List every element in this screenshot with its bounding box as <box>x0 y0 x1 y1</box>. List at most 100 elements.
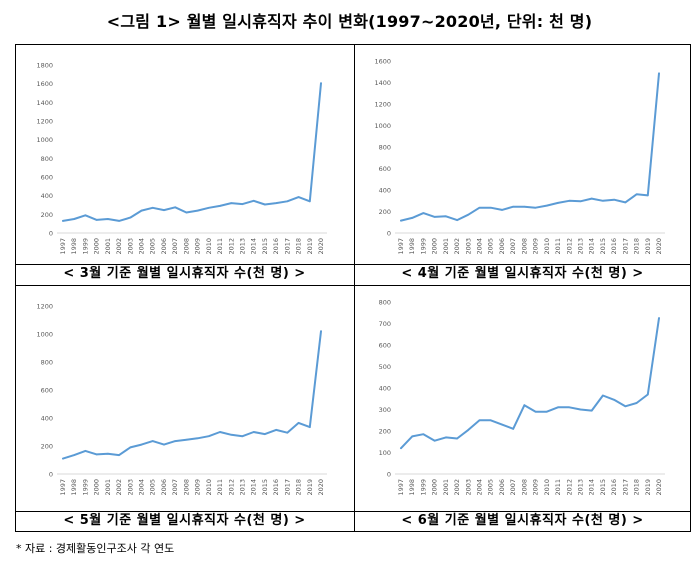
x-tick-label: 2007 <box>171 238 179 255</box>
data-point <box>579 408 582 411</box>
data-point <box>208 207 210 209</box>
y-tick-label: 800 <box>379 144 391 152</box>
x-tick-label: 2020 <box>655 479 663 496</box>
data-point <box>241 203 244 205</box>
x-tick-label: 2018 <box>633 238 641 255</box>
x-tick-label: 2016 <box>610 238 618 255</box>
y-tick-label: 0 <box>387 471 391 479</box>
data-point <box>568 406 571 409</box>
y-tick-label: 800 <box>41 155 53 163</box>
grid-divider-bottom-caption <box>16 511 690 512</box>
data-point <box>95 219 98 221</box>
x-tick-label: 2005 <box>487 479 495 496</box>
x-tick-label: 2004 <box>138 479 146 496</box>
data-point <box>523 205 526 208</box>
x-tick-label: 2009 <box>194 238 202 255</box>
x-tick-label: 1999 <box>81 238 89 255</box>
x-tick-label: 2013 <box>576 238 584 255</box>
data-point <box>140 443 143 446</box>
x-tick-label: 2020 <box>317 479 325 496</box>
x-tick-label: 1999 <box>419 479 427 496</box>
y-tick-label: 1600 <box>374 58 391 66</box>
x-tick-label: 2003 <box>464 479 472 496</box>
data-point <box>84 450 87 452</box>
caption-june: < 6월 기준 월별 일시휴직자 수(천 명) > <box>401 513 644 528</box>
data-point <box>163 209 165 211</box>
data-point <box>219 205 221 207</box>
x-tick-label: 2015 <box>261 238 269 255</box>
x-tick-label: 2001 <box>442 479 450 496</box>
data-point <box>456 219 458 221</box>
data-point <box>151 440 154 442</box>
data-point <box>579 200 582 203</box>
x-tick-label: 2019 <box>644 479 652 496</box>
data-point <box>658 317 660 319</box>
x-tick-label: 2002 <box>453 238 461 255</box>
x-tick-label: 2006 <box>498 479 506 496</box>
x-tick-label: 2008 <box>520 238 528 255</box>
x-tick-label: 2000 <box>93 238 101 255</box>
data-point <box>241 435 244 437</box>
x-tick-label: 2020 <box>655 238 663 255</box>
data-point <box>297 196 300 198</box>
data-point <box>613 399 615 401</box>
y-tick-label: 600 <box>379 342 391 350</box>
y-tick-label: 1600 <box>36 80 53 88</box>
y-tick-label: 300 <box>379 406 391 414</box>
y-tick-label: 600 <box>41 174 53 182</box>
data-point <box>445 436 447 439</box>
data-point <box>73 454 76 456</box>
data-point <box>129 446 132 449</box>
data-point <box>308 426 311 428</box>
x-tick-label: 2013 <box>576 479 584 496</box>
y-tick-label: 200 <box>41 443 53 451</box>
data-point <box>230 202 233 204</box>
grid-divider-vertical <box>354 45 355 531</box>
data-point <box>501 423 503 426</box>
data-point <box>602 394 604 397</box>
x-tick-label: 2010 <box>205 479 213 496</box>
data-point <box>646 194 649 197</box>
x-tick-label: 2017 <box>283 479 291 496</box>
grid-divider-middle <box>16 285 690 286</box>
caption-may: < 5월 기준 월별 일시휴직자 수(천 명) > <box>63 513 306 528</box>
y-tick-label: 1200 <box>374 101 391 109</box>
data-point <box>658 72 660 75</box>
data-point <box>624 201 627 204</box>
series-line <box>62 82 322 222</box>
x-tick-label: 2006 <box>498 238 506 255</box>
x-tick-label: 2000 <box>431 479 439 496</box>
y-tick-label: 1000 <box>374 122 391 130</box>
chart-panel-june: 0 100 200 300 400 500 600 700 800 1997 1998 1999 200… <box>355 288 689 508</box>
data-point <box>613 198 615 201</box>
data-point <box>73 218 76 220</box>
data-point <box>411 217 414 219</box>
data-point <box>557 406 559 409</box>
x-tick-label: 2018 <box>295 479 303 496</box>
x-tick-label: 1998 <box>70 238 78 255</box>
y-tick-label: 200 <box>379 208 391 216</box>
x-tick-label: 2001 <box>442 238 450 255</box>
data-point <box>286 200 289 203</box>
x-tick-label: 2016 <box>272 479 280 496</box>
x-tick-label: 1998 <box>70 479 78 496</box>
x-tick-label: 1997 <box>59 238 67 255</box>
chart-panel-may: 0 200 400 600 800 1000 1200 1997 1998 1999 2000 200… <box>17 288 351 508</box>
data-point <box>590 409 593 412</box>
data-point <box>568 199 571 202</box>
y-tick-label: 600 <box>41 387 53 395</box>
x-tick-label: 2014 <box>588 238 596 255</box>
x-tick-label: 2006 <box>160 479 168 496</box>
y-tick-label: 700 <box>379 320 391 328</box>
x-tick-label: 2001 <box>104 479 112 496</box>
x-tick-label: 2014 <box>250 479 258 496</box>
data-point <box>252 200 255 202</box>
x-tick-label: 2017 <box>621 238 629 255</box>
y-tick-label: 0 <box>49 230 53 238</box>
data-point <box>602 199 604 202</box>
x-tick-label: 2000 <box>431 238 439 255</box>
series-line <box>400 72 660 222</box>
x-tick-label: 2003 <box>464 238 472 255</box>
data-point <box>478 206 481 209</box>
